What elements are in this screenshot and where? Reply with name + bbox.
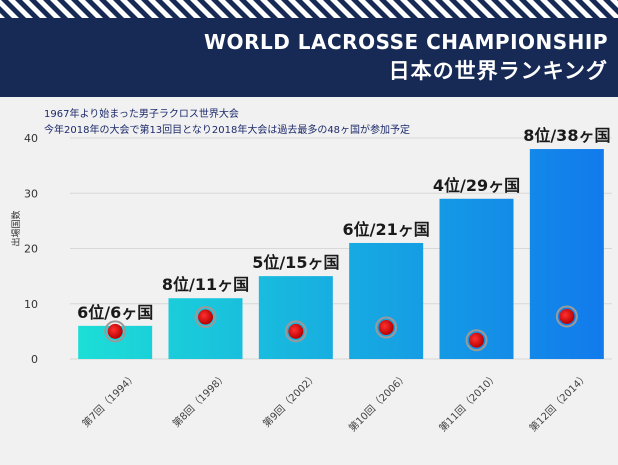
- stripe-decoration: [0, 0, 618, 18]
- x-tick-label: 第9回（2002）: [260, 370, 320, 430]
- stripe: [344, 0, 369, 18]
- data-label: 8位/11ヶ国: [162, 275, 249, 294]
- stripe: [22, 0, 47, 18]
- marker-dot: [107, 323, 123, 339]
- x-tick-label: 第8回（1998）: [170, 370, 230, 430]
- stripe: [8, 0, 33, 18]
- stripe: [400, 0, 425, 18]
- stripe: [512, 0, 537, 18]
- x-tick-label: 第7回（1994）: [79, 370, 139, 430]
- marker-ring: [375, 316, 398, 339]
- stripe: [92, 0, 117, 18]
- y-tick-label: 0: [31, 353, 38, 366]
- note-line-1: 1967年より始まった男子ラクロス世界大会: [44, 109, 239, 120]
- y-axis-label: 出場国数: [10, 210, 22, 246]
- stripe: [106, 0, 131, 18]
- stripe: [484, 0, 509, 18]
- marker-ring: [284, 320, 307, 343]
- stripe: [428, 0, 453, 18]
- y-tick-label: 20: [24, 243, 38, 256]
- stripe: [64, 0, 89, 18]
- marker-dot: [288, 323, 304, 339]
- stripe: [204, 0, 229, 18]
- marker-dot: [378, 320, 394, 336]
- title-japanese: 日本の世界ランキング: [388, 59, 608, 83]
- note-line-2: 今年2018年の大会で第13回目となり2018年大会は過去最多の48ヶ国が参加予…: [44, 125, 411, 136]
- stripe: [526, 0, 551, 18]
- x-tick-label: 第11回（2010）: [436, 370, 500, 434]
- data-label: 6位/6ヶ国: [77, 303, 153, 322]
- stripe: [190, 0, 215, 18]
- marker-dot: [559, 308, 575, 324]
- stripe: [50, 0, 75, 18]
- bar: [349, 242, 424, 359]
- marker-ring: [465, 329, 488, 352]
- stripe: [0, 13, 5, 18]
- data-label: 4位/29ヶ国: [433, 176, 520, 195]
- x-tick-label: 第10回（2006）: [346, 370, 410, 434]
- stripe: [246, 0, 271, 18]
- stripe: [596, 0, 618, 18]
- stripe: [582, 0, 607, 18]
- stripe: [316, 0, 341, 18]
- y-tick-label: 30: [24, 187, 38, 200]
- stripe: [442, 0, 467, 18]
- marker-dot: [469, 332, 484, 348]
- stripe: [330, 0, 355, 18]
- bar: [529, 149, 604, 359]
- stripe: [0, 0, 19, 18]
- stripe: [554, 0, 579, 18]
- stripe: [288, 0, 313, 18]
- stripe: [260, 0, 285, 18]
- stripe: [568, 0, 593, 18]
- stripe: [470, 0, 495, 18]
- marker-ring: [555, 305, 578, 328]
- title-english: WORLD LACROSSE CHAMPIONSHIP: [204, 30, 608, 54]
- stripe: [162, 0, 187, 18]
- bar: [439, 198, 514, 359]
- stripe: [274, 0, 299, 18]
- stripe: [372, 0, 397, 18]
- data-label: 5位/15ヶ国: [252, 253, 339, 272]
- marker-dot: [198, 309, 213, 325]
- stripe: [610, 0, 618, 8]
- bar: [258, 276, 333, 359]
- marker-ring: [104, 320, 127, 343]
- data-label: 6位/21ヶ国: [343, 220, 430, 239]
- chart-area: 1967年より始まった男子ラクロス世界大会 今年2018年の大会で第13回目とな…: [0, 97, 618, 465]
- stripe: [498, 0, 523, 18]
- stripe: [218, 0, 243, 18]
- stripe: [232, 0, 257, 18]
- stripe: [134, 0, 159, 18]
- stripe: [302, 0, 327, 18]
- stripe: [358, 0, 383, 18]
- stripe: [176, 0, 201, 18]
- stripe: [36, 0, 61, 18]
- stripe: [386, 0, 411, 18]
- stripe: [456, 0, 481, 18]
- data-label: 8位/38ヶ国: [523, 126, 610, 145]
- stripe: [540, 0, 565, 18]
- bar: [168, 298, 243, 359]
- marker-ring: [194, 306, 217, 329]
- stripe: [78, 0, 103, 18]
- stripe: [414, 0, 439, 18]
- x-tick-label: 第12回（2014）: [526, 370, 590, 434]
- stripe: [148, 0, 173, 18]
- stripe: [120, 0, 145, 18]
- y-tick-label: 10: [24, 298, 38, 311]
- y-tick-label: 40: [24, 132, 38, 145]
- header-banner: WORLD LACROSSE CHAMPIONSHIP 日本の世界ランキング: [0, 0, 618, 97]
